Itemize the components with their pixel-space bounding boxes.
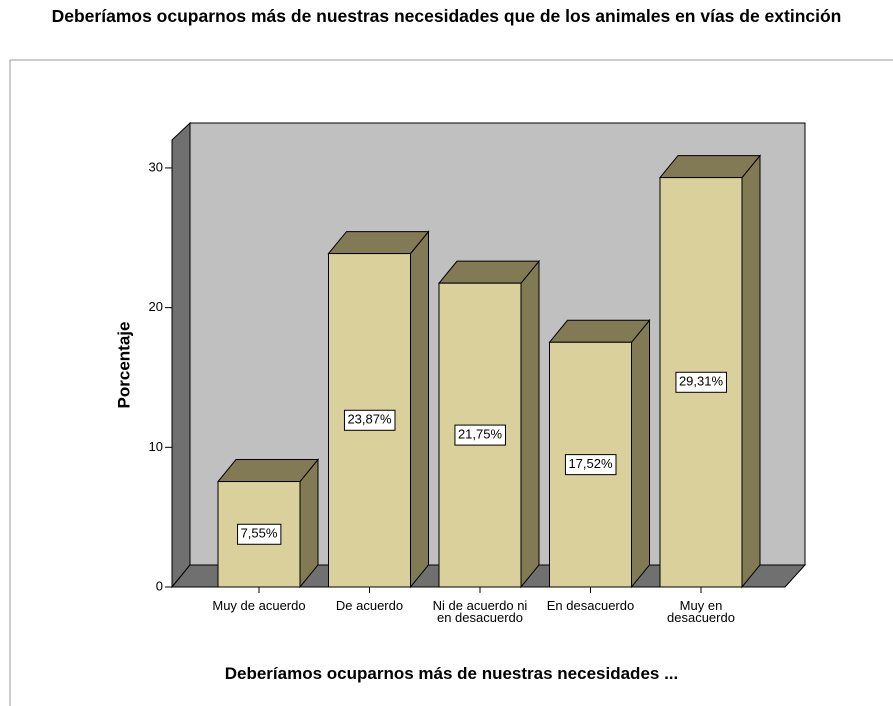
data-label: 29,31% bbox=[679, 374, 724, 389]
bar-side bbox=[631, 318, 650, 589]
data-label-box bbox=[675, 371, 727, 393]
data-label-box bbox=[343, 409, 396, 431]
x-tick-label: Muy de acuerdo bbox=[212, 598, 306, 613]
bar-side bbox=[741, 154, 761, 589]
bar-top bbox=[437, 260, 541, 284]
x-tick-label: De acuerdo bbox=[335, 598, 404, 613]
chart-title: Deberíamos ocuparnos más de nuestras nec… bbox=[51, 6, 842, 26]
data-label-box bbox=[237, 523, 282, 545]
bar-top bbox=[216, 459, 320, 483]
left-wall bbox=[171, 121, 191, 589]
data-label-box bbox=[454, 424, 506, 446]
bar-top bbox=[548, 319, 651, 343]
y-tick-label: 20 bbox=[149, 299, 163, 314]
bar-side bbox=[520, 259, 540, 589]
data-label: 17,52% bbox=[568, 456, 613, 471]
bar-top bbox=[658, 155, 762, 179]
data-label: 7,55% bbox=[241, 526, 278, 541]
x-axis-title: Deberíamos ocuparnos más de nuestras nec… bbox=[224, 664, 679, 683]
data-label: 21,75% bbox=[458, 427, 503, 442]
x-tick-label: Muy en desacuerdo bbox=[667, 598, 735, 625]
x-tick-label: En desacuerdo bbox=[546, 598, 635, 613]
bar-side bbox=[410, 230, 429, 589]
y-tick-label: 30 bbox=[149, 159, 163, 174]
y-tick-label: 10 bbox=[149, 439, 163, 454]
data-label-box bbox=[564, 454, 617, 476]
y-axis-title: Porcentaje bbox=[114, 322, 133, 409]
y-tick-label: 0 bbox=[156, 578, 163, 593]
bar-top bbox=[327, 231, 430, 255]
data-label: 23,87% bbox=[347, 412, 392, 427]
x-tick-label: Ni de acuerdo ni en desacuerdo bbox=[432, 598, 528, 625]
